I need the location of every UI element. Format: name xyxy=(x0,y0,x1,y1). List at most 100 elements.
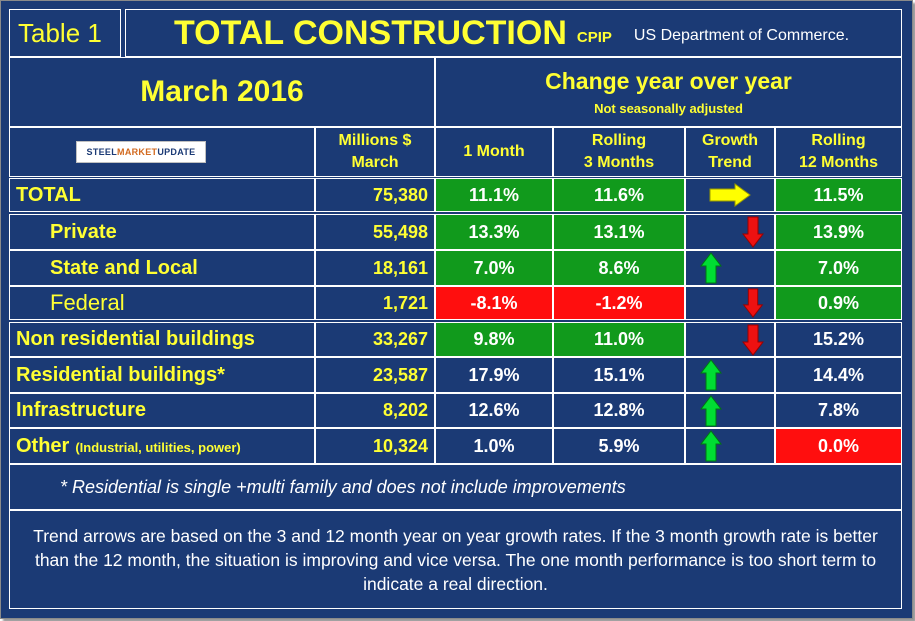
row-value-one-month: 13.3% xyxy=(468,221,520,242)
table-row-rolling3: 8.6% xyxy=(553,250,685,286)
explanation-cell: Trend arrows are based on the 3 and 12 m… xyxy=(9,510,902,609)
row-label-infrastructure: Infrastructure xyxy=(16,399,147,421)
table-row-millions: 8,202 xyxy=(315,393,435,428)
table-row-label: Non residential buildings xyxy=(9,322,315,357)
row-value-millions: 1,721 xyxy=(382,292,428,313)
change-header-cell: Change year over year Not seasonally adj… xyxy=(435,57,902,127)
table-row-trend xyxy=(685,250,775,286)
col-header-rolling12: Rolling 12 Months xyxy=(775,127,902,177)
table-row-rolling3: 13.1% xyxy=(553,214,685,250)
row-value-rolling12: 14.4% xyxy=(812,364,865,385)
table-row-label: TOTAL xyxy=(9,178,315,212)
arrow-right-icon xyxy=(709,183,751,207)
table-row-millions: 33,267 xyxy=(315,322,435,357)
row-label-other-note: (Industrial, utilities, power) xyxy=(75,440,241,455)
footnote-cell: * Residential is single +multi family an… xyxy=(9,464,902,510)
row-value-rolling12: 0.0% xyxy=(817,435,860,456)
col-header-growth-line2: Trend xyxy=(708,154,752,171)
arrow-down-icon xyxy=(742,324,764,356)
row-value-rolling3: 11.0% xyxy=(593,329,645,349)
row-value-rolling3: 11.6% xyxy=(593,184,645,205)
arrow-down-icon xyxy=(742,288,764,318)
row-value-millions: 10,324 xyxy=(372,435,428,456)
row-value-millions: 55,498 xyxy=(372,221,428,242)
table-row-rolling12: 14.4% xyxy=(775,357,902,393)
row-value-millions: 23,587 xyxy=(372,364,428,385)
table-row-millions: 18,161 xyxy=(315,250,435,286)
table-row-rolling12: 7.0% xyxy=(775,250,902,286)
arrow-up-icon xyxy=(700,394,722,426)
table-row-label: Residential buildings* xyxy=(9,357,315,393)
table-row-label: Other (Industrial, utilities, power) xyxy=(9,428,315,464)
change-subtitle: Not seasonally adjusted xyxy=(594,101,743,116)
table-row-trend xyxy=(685,214,775,250)
row-value-rolling12: 7.8% xyxy=(817,400,860,420)
steel-market-update-logo: STEEL MARKET UPDATE xyxy=(76,141,206,163)
table-row-trend xyxy=(685,178,775,212)
table-row-one-month: 13.3% xyxy=(435,214,553,250)
table-row-one-month: 9.8% xyxy=(435,322,553,357)
table-row-rolling3: 11.0% xyxy=(553,322,685,357)
logo-cell: STEEL MARKET UPDATE xyxy=(9,127,315,177)
row-label-private: Private xyxy=(50,220,117,243)
period-label: March 2016 xyxy=(140,75,304,108)
row-value-one-month: 11.1% xyxy=(468,184,520,205)
row-value-millions: 18,161 xyxy=(372,257,428,278)
table-row-rolling3: 15.1% xyxy=(553,357,685,393)
col-header-rolling12-line2: 12 Months xyxy=(798,154,879,171)
table-row-rolling12: 0.9% xyxy=(775,286,902,320)
col-header-growth: Growth Trend xyxy=(685,127,775,177)
col-header-one-month: 1 Month xyxy=(435,127,553,177)
table-row-label: Federal xyxy=(9,286,315,320)
row-value-rolling3: 5.9% xyxy=(598,435,640,456)
logo-text-steel: STEEL xyxy=(86,147,118,157)
row-label-other: Other xyxy=(16,434,70,457)
row-value-one-month: 1.0% xyxy=(473,435,515,456)
row-label-non-residential: Non residential buildings xyxy=(16,328,255,350)
row-value-one-month: 7.0% xyxy=(473,257,515,278)
table-row-millions: 10,324 xyxy=(315,428,435,464)
table-label: Table 1 xyxy=(18,17,102,48)
explanation-text: Trend arrows are based on the 3 and 12 m… xyxy=(33,525,878,594)
table-row-millions: 23,587 xyxy=(315,357,435,393)
row-label-total: TOTAL xyxy=(16,183,81,206)
col-header-millions: Millions $ March xyxy=(315,127,435,177)
title-suffix: CPIP xyxy=(576,28,612,46)
arrow-up-icon xyxy=(700,252,722,284)
table-row-millions: 55,498 xyxy=(315,214,435,250)
table-row-millions: 75,380 xyxy=(315,178,435,212)
row-value-rolling3: 15.1% xyxy=(593,364,645,385)
row-label-residential: Residential buildings* xyxy=(16,363,225,386)
row-value-one-month: 9.8% xyxy=(473,329,515,349)
change-title: Change year over year xyxy=(545,68,792,94)
row-value-millions: 33,267 xyxy=(372,329,428,349)
table-row-trend xyxy=(685,393,775,428)
col-header-rolling3-line1: Rolling xyxy=(591,132,647,149)
row-value-rolling12: 7.0% xyxy=(817,257,860,278)
arrow-down-icon xyxy=(742,216,764,248)
period-cell: March 2016 xyxy=(9,57,435,127)
table-label-cell: Table 1 xyxy=(9,9,121,57)
table-row-label: Private xyxy=(9,214,315,250)
table-row-trend xyxy=(685,428,775,464)
col-header-rolling3: Rolling 3 Months xyxy=(553,127,685,177)
logo-text-update: UPDATE xyxy=(157,147,196,157)
row-value-rolling12: 0.9% xyxy=(817,292,860,313)
table-row-one-month: 7.0% xyxy=(435,250,553,286)
table-row-one-month: 11.1% xyxy=(435,178,553,212)
logo-text-market: MARKET xyxy=(117,147,158,157)
col-header-rolling12-line1: Rolling xyxy=(811,132,866,149)
row-value-rolling3: 12.8% xyxy=(593,400,645,420)
table-row-trend xyxy=(685,286,775,320)
source-text: US Department of Commerce. xyxy=(633,27,850,44)
col-header-one-month-label: 1 Month xyxy=(463,143,525,160)
arrow-up-icon xyxy=(700,359,722,391)
table-row-label: State and Local xyxy=(9,250,315,286)
table-row-rolling3: 11.6% xyxy=(553,178,685,212)
table-row-rolling12: 13.9% xyxy=(775,214,902,250)
title-cell: TOTAL CONSTRUCTION CPIP US Department of… xyxy=(125,9,902,57)
table-row-label: Infrastructure xyxy=(9,393,315,428)
table-row-rolling12: 11.5% xyxy=(775,178,902,212)
page-title: TOTAL CONSTRUCTION xyxy=(174,13,567,52)
